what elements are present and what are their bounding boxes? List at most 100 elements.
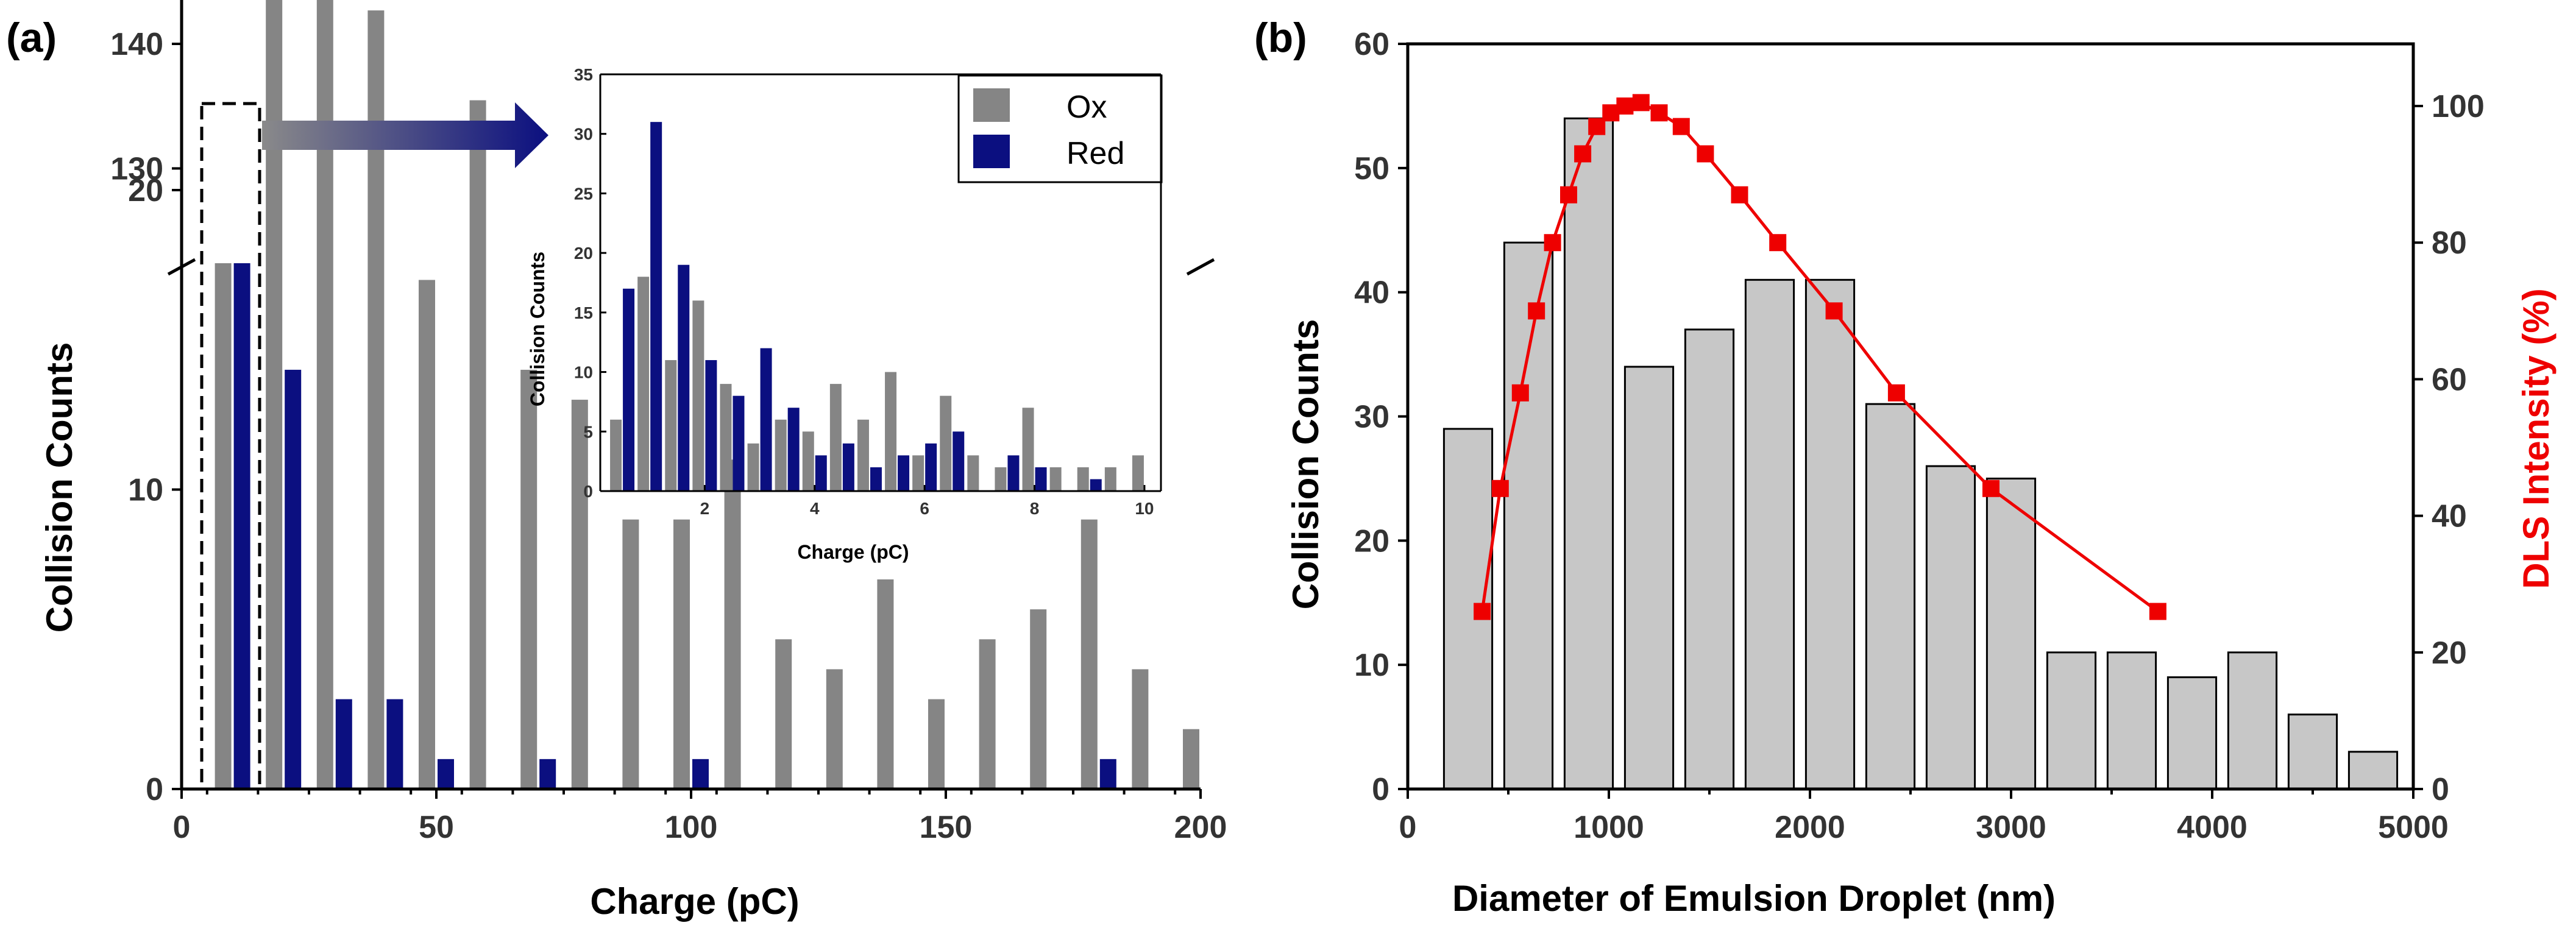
inset-bar-ox (720, 384, 732, 491)
bar-ox (266, 0, 283, 790)
inset-y-tick-label: 0 (583, 482, 593, 501)
inset-bar-ox (665, 360, 677, 491)
bar-collision-count (1623, 366, 1675, 790)
bar-red (335, 699, 352, 789)
panel-b-x-tick-label: 5000 (2378, 810, 2449, 845)
inset-x-tick-label: 8 (1030, 499, 1040, 518)
bar-red (438, 759, 454, 789)
bar-red (386, 699, 403, 789)
inset-bar-ox (802, 431, 814, 491)
legend-label-red: Red (1066, 136, 1124, 171)
bar-red (539, 759, 556, 789)
bar-collision-count (2046, 651, 2097, 790)
inset-x-tick-label: 4 (810, 499, 820, 518)
dls-intensity-point (1616, 97, 1634, 115)
dls-intensity-point (1769, 234, 1787, 252)
legend-label-ox: Ox (1066, 90, 1107, 125)
axis-break-gap (201, 0, 262, 263)
dls-intensity-point (1560, 186, 1577, 204)
panel-a-y-tick-label: 0 (146, 772, 163, 807)
bar-collision-count (1684, 328, 1735, 790)
bar-ox (316, 0, 333, 789)
dls-intensity-point (1825, 302, 1843, 320)
panel-b-y-tick-label: 10 (1354, 648, 1389, 683)
inset-bar-ox (885, 372, 897, 491)
inset-axes: 2 4 6 8 10 0 5 10 15 20 25 30 35 (574, 65, 1162, 518)
inset-bar-red (842, 443, 854, 491)
panel-b-dls-line (1474, 94, 2166, 620)
panel-b-y2-tick-label: 40 (2432, 499, 2467, 534)
panel-b-ylabel: Collision Counts (1285, 319, 1326, 610)
dls-intensity-point (1544, 234, 1561, 252)
panel-a-ticks: 0501001502000102030130140 (110, 27, 1227, 845)
inset-bar-red (1007, 455, 1020, 491)
panel-a-x-tick-label: 200 (1174, 810, 1227, 845)
legend: Ox Red (957, 74, 1163, 183)
bar-collision-count (2166, 676, 2218, 790)
inset-x-tick-label: 10 (1135, 499, 1154, 518)
bar-red (285, 369, 302, 789)
panel-a-y-tick-label: 10 (128, 473, 163, 508)
panel-b-y2label: DLS Intensity (%) (2516, 288, 2556, 589)
panel-a: (a) 0501001502000102030130140 Charge (pC… (6, 0, 1227, 922)
inset-y-tick-label: 25 (574, 184, 593, 203)
inset-bar-red (623, 288, 635, 491)
panel-a-x-tick-label: 50 (419, 810, 454, 845)
panel-b: (b) 0 1000 2000 3000 4000 5000010203040506002… (1254, 15, 2556, 919)
panel-b-y2-tick-label: 0 (2432, 772, 2449, 807)
dls-intensity-point (1574, 145, 1592, 163)
bar-ox (1183, 729, 1199, 789)
inset-bar-ox (995, 467, 1007, 491)
dls-intensity-point (2149, 603, 2166, 620)
bar-ox (673, 519, 690, 789)
panel-a-x-tick-label: 0 (173, 810, 191, 845)
panel-b-x-tick-label: 4000 (2177, 810, 2248, 845)
zoom-arrow-icon (262, 102, 548, 168)
dls-intensity-point (1731, 186, 1748, 204)
panel-b-y-tick-label: 20 (1354, 523, 1389, 559)
inset-bar-red (733, 395, 745, 491)
inset-bar-ox (1022, 408, 1034, 491)
panel-a-y-tick-label: 20 (128, 173, 163, 208)
bar-ox (826, 669, 843, 789)
legend-swatch-ox (973, 88, 1010, 122)
inset-bar-ox (610, 419, 622, 491)
panel-b-y-tick-label: 0 (1372, 772, 1389, 807)
inset-bar-ox (637, 277, 650, 491)
bar-collision-count (1563, 117, 1614, 790)
panel-a-x-tick-label: 150 (920, 810, 973, 845)
bar-ox (571, 400, 588, 789)
bar-collision-count (1804, 278, 1856, 790)
dls-intensity-point (1650, 104, 1668, 122)
inset-bar-red (650, 122, 662, 491)
inset-bar-red (953, 431, 965, 491)
dls-intensity-point (1887, 384, 1905, 402)
bar-collision-count (1925, 465, 1976, 790)
inset-bar-ox (829, 384, 842, 491)
bar-ox (775, 639, 792, 789)
bar-ox (1132, 669, 1149, 789)
inset-bar-red (1035, 467, 1047, 491)
legend-swatch-red (973, 135, 1010, 168)
panel-b-y-tick-label: 50 (1354, 151, 1389, 186)
inset-bar-ox (1132, 455, 1144, 491)
panel-b-y-tick-label: 60 (1354, 27, 1389, 62)
inset-bar-ox (1077, 467, 1089, 491)
bar-collision-count (1503, 241, 1554, 790)
panel-b-bars (1442, 117, 2399, 790)
panel-b-xlabel: Diameter of Emulsion Droplet (nm) (1452, 878, 2056, 919)
panel-b-y2-tick-label: 80 (2432, 225, 2467, 261)
inset-bar-red (760, 348, 772, 491)
panel-b-x-tick-label: 0 (1399, 810, 1417, 845)
axis-break-mark (167, 258, 196, 276)
dls-intensity-point (1672, 118, 1690, 135)
bar-collision-count (1744, 278, 1795, 790)
inset-y-tick-label: 20 (574, 244, 593, 263)
panel-b-x-tick-label: 2000 (1775, 810, 1845, 845)
bar-red (1099, 759, 1116, 789)
inset-bar-ox (1104, 467, 1116, 491)
bar-ox (419, 280, 435, 789)
bar-ox (877, 579, 894, 789)
bar-collision-count (1865, 403, 1916, 790)
